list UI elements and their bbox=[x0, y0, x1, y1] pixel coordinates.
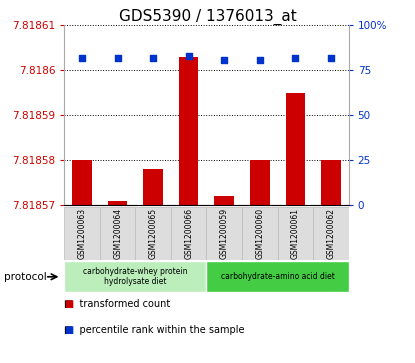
Text: ■  transformed count: ■ transformed count bbox=[64, 299, 171, 310]
Text: GSM1200065: GSM1200065 bbox=[149, 208, 158, 259]
Point bbox=[79, 55, 85, 61]
Text: GSM1200064: GSM1200064 bbox=[113, 208, 122, 259]
Bar bbox=[278, 207, 313, 260]
Bar bbox=[135, 207, 171, 260]
Text: GSM1200066: GSM1200066 bbox=[184, 208, 193, 259]
Bar bbox=[215, 196, 234, 205]
Point bbox=[150, 55, 156, 61]
Bar bbox=[242, 207, 278, 260]
Text: ■: ■ bbox=[64, 325, 73, 335]
Text: ■: ■ bbox=[64, 299, 73, 310]
Text: GSM1200059: GSM1200059 bbox=[220, 208, 229, 259]
Text: ■  percentile rank within the sample: ■ percentile rank within the sample bbox=[64, 325, 245, 335]
Point bbox=[114, 55, 121, 61]
Point bbox=[327, 55, 334, 61]
Bar bbox=[144, 169, 163, 205]
Bar bbox=[64, 207, 100, 260]
Point bbox=[221, 57, 227, 62]
Text: GSM1200060: GSM1200060 bbox=[255, 208, 264, 259]
Bar bbox=[72, 160, 92, 205]
Text: carbohydrate-whey protein
hydrolysate diet: carbohydrate-whey protein hydrolysate di… bbox=[83, 267, 188, 286]
Bar bbox=[286, 93, 305, 205]
Text: GSM1200062: GSM1200062 bbox=[326, 208, 335, 259]
Text: protocol: protocol bbox=[4, 272, 47, 282]
Bar bbox=[207, 207, 242, 260]
Bar bbox=[100, 207, 135, 260]
Bar bbox=[313, 207, 349, 260]
Bar bbox=[179, 57, 198, 205]
Text: GSM1200063: GSM1200063 bbox=[78, 208, 87, 259]
Point bbox=[256, 57, 263, 62]
Point bbox=[292, 55, 299, 61]
Point bbox=[186, 53, 192, 59]
Bar bbox=[321, 160, 341, 205]
Bar bbox=[171, 207, 207, 260]
Text: carbohydrate-amino acid diet: carbohydrate-amino acid diet bbox=[221, 272, 334, 281]
Text: GSM1200061: GSM1200061 bbox=[291, 208, 300, 259]
Bar bbox=[64, 261, 207, 292]
Text: GDS5390 / 1376013_at: GDS5390 / 1376013_at bbox=[119, 9, 296, 25]
Bar bbox=[207, 261, 349, 292]
Bar bbox=[250, 160, 269, 205]
Bar bbox=[108, 201, 127, 205]
